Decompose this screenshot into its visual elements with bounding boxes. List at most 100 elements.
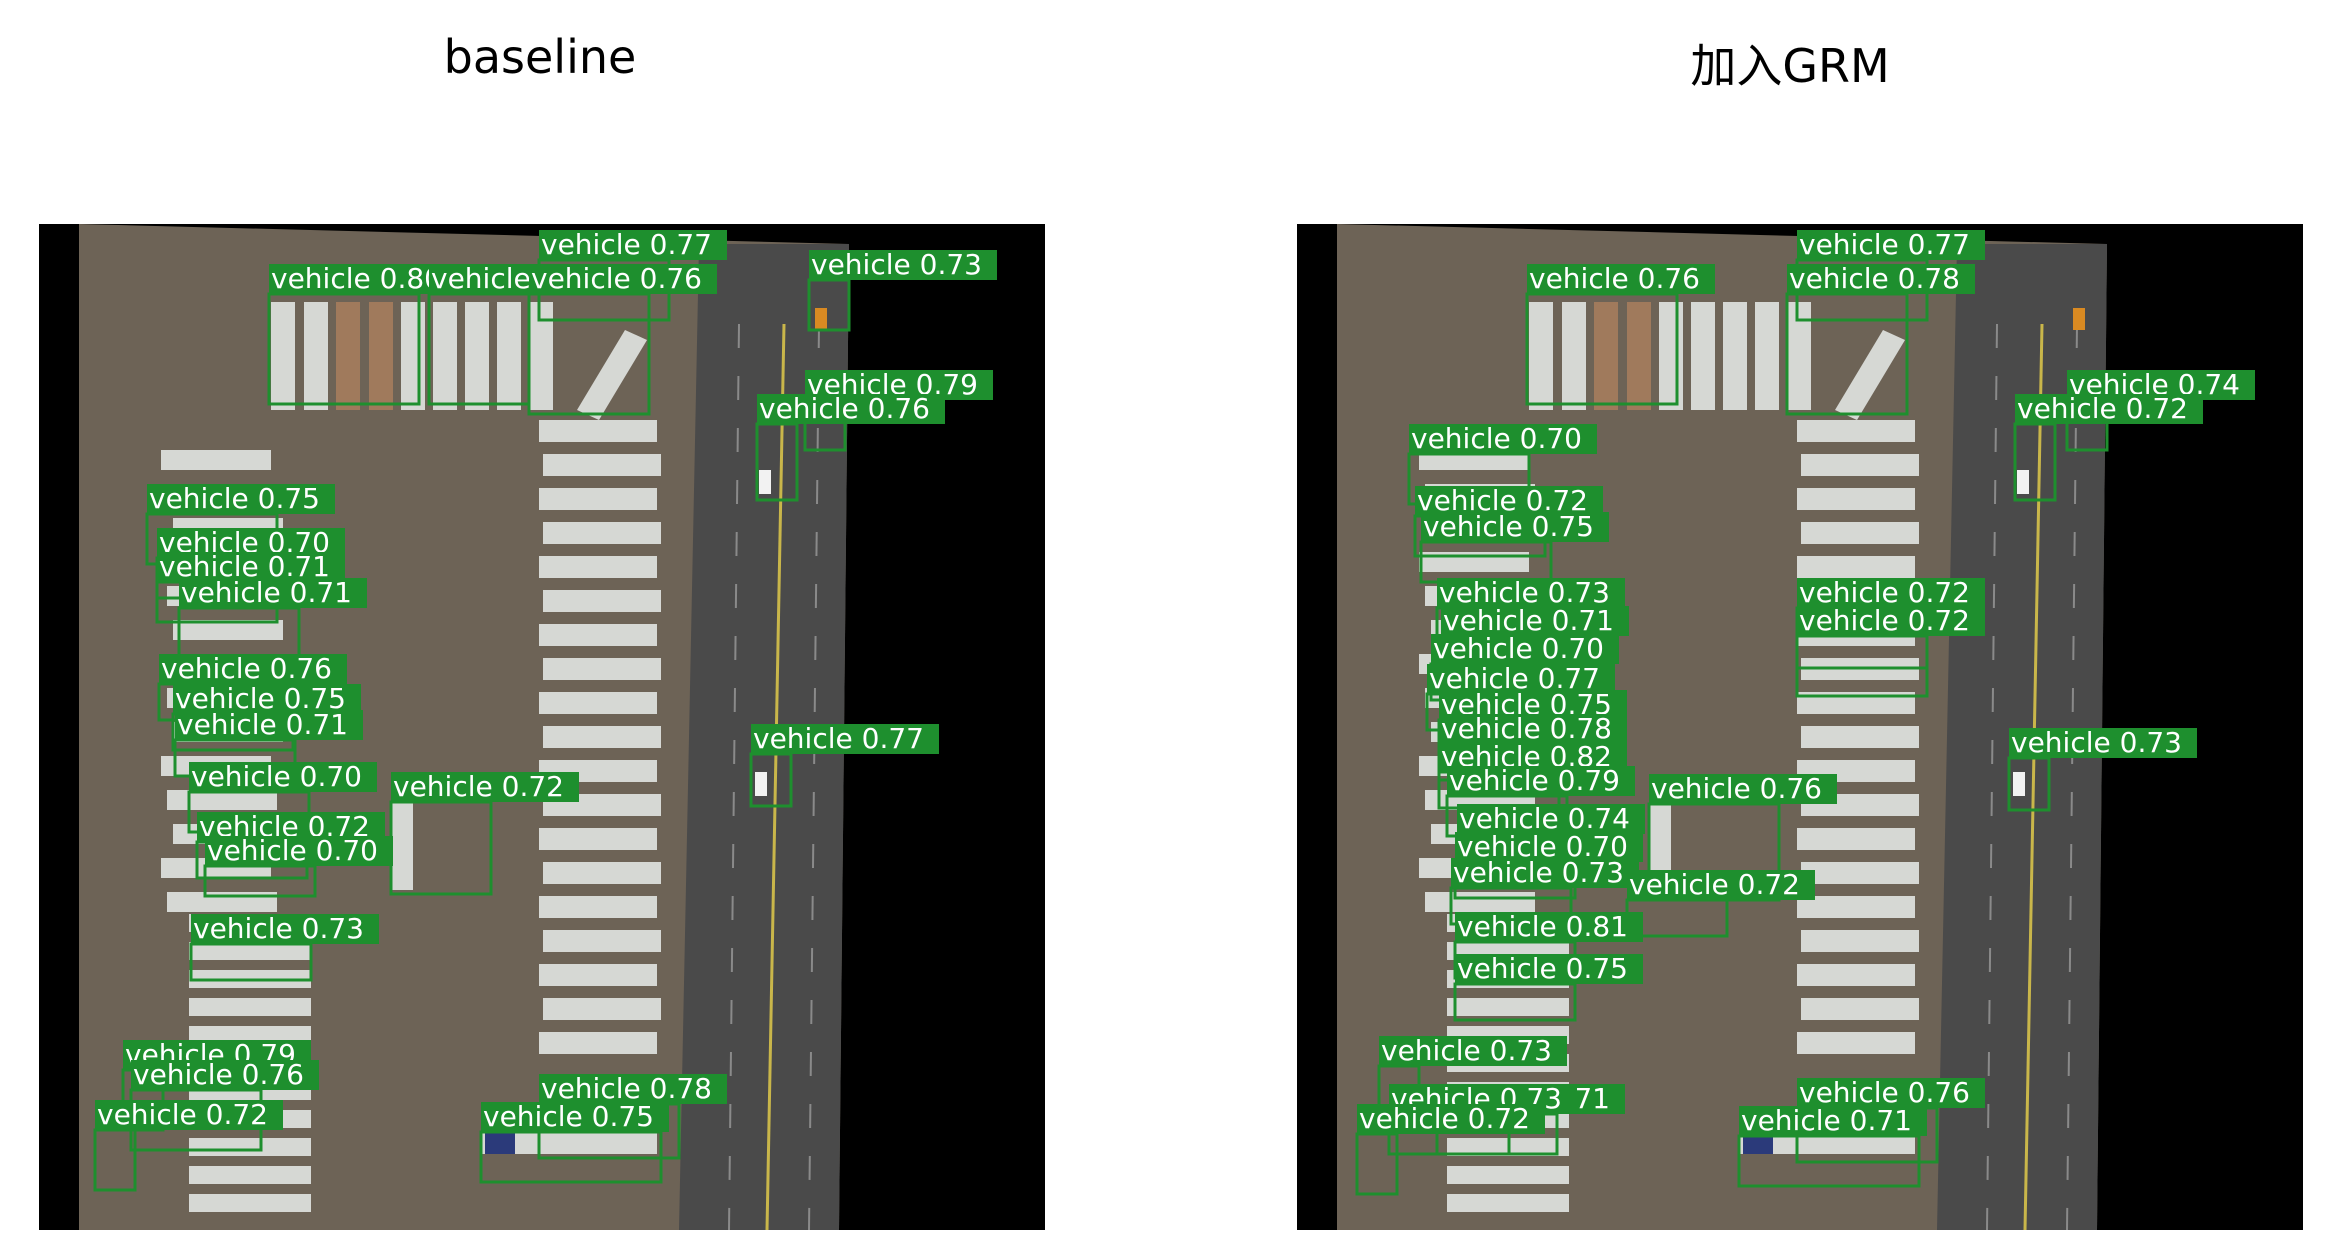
trailer: [497, 302, 521, 410]
trailer: [167, 790, 277, 810]
detection-label-bg: [1797, 230, 1985, 260]
trailer: [1649, 802, 1671, 890]
trailer: [1447, 1194, 1569, 1212]
detection-label: vehicle 0.72: [97, 1098, 268, 1131]
trailer: [1787, 302, 1811, 410]
detection-label-bg: [95, 1100, 283, 1130]
detection-label-bg: [1457, 804, 1645, 834]
detection-label: vehicle 0.76: [531, 262, 702, 295]
detection-label: vehicle 0.78: [1441, 712, 1612, 745]
trailer: [369, 302, 393, 410]
detection-label-bg: [189, 762, 377, 792]
trailer: [481, 1132, 657, 1154]
detection-label: vehicle 0.73: [1439, 576, 1610, 609]
detection-label: vehicle 0.70: [1433, 632, 1604, 665]
detection-label: vehicle 0.73: [1453, 856, 1624, 889]
detection-label: vehicle 0.71: [177, 708, 348, 741]
trailer: [1801, 862, 1919, 884]
baseline-detection-image: vehicle 0.77 vehicle 0.73 vehicle 0.80 vehi…: [39, 224, 1045, 1230]
trailer: [543, 726, 661, 748]
detection-label: vehicle 0.70: [1457, 830, 1628, 863]
detection-label: vehicle 0.76: [1799, 1076, 1970, 1109]
detection-label-bg: [1421, 512, 1609, 542]
trailer: [539, 556, 657, 578]
trailer: [543, 590, 661, 612]
detection-label: vehicle 0.71: [181, 576, 352, 609]
detection-label-bg: [1439, 714, 1627, 744]
detection-label-bg: [1409, 424, 1597, 454]
detection-label: vehicle 0.70: [1411, 422, 1582, 455]
detection-label-bg: [147, 484, 335, 514]
detection-label-bg: [1455, 912, 1643, 942]
detection-label-bg: [1527, 264, 1715, 294]
image-border: [1297, 224, 1337, 1230]
detection-label-bg: [1357, 1104, 1545, 1134]
detection-label: vehicle 0.72: [1629, 868, 1800, 901]
detection-label: vehicle 0.77: [1429, 662, 1600, 695]
car: [2073, 308, 2085, 330]
trailer: [1797, 488, 1915, 510]
trailer: [529, 302, 553, 410]
detection-label-bg: [269, 264, 457, 294]
detection-label-bg: [205, 836, 393, 866]
trailer: [401, 302, 425, 410]
detection-label-bg: [131, 1060, 319, 1090]
road-center-line: [2023, 323, 2044, 1230]
detection-label-bg: [1455, 832, 1643, 862]
trailer: [1529, 302, 1553, 410]
trailer: [189, 1026, 311, 1044]
trailer: [189, 998, 311, 1016]
trailer: [304, 302, 328, 410]
detection-label: vehicle 0.75: [149, 482, 320, 515]
trailer: [173, 620, 283, 640]
detection-label-bg: [1797, 578, 1985, 608]
baseline-detection-canvas: vehicle 0.77 vehicle 0.73 vehicle 0.80 vehi…: [39, 224, 997, 1230]
trailer: [391, 802, 413, 890]
detection-label: vehicle 0.81: [1457, 910, 1628, 943]
detection-label: vehicle 0.77: [1799, 228, 1970, 261]
detection-label: vehicle 0.78: [1789, 262, 1960, 295]
detection-label: vehicle 0.71: [1741, 1104, 1912, 1137]
trailer: [543, 998, 661, 1020]
trailer: [271, 302, 295, 410]
trailer: [1425, 892, 1535, 912]
detection-label: vehicle 0.75: [483, 1100, 654, 1133]
trailer: [189, 1138, 311, 1156]
detection-label-bg: [173, 684, 361, 714]
detection-label: vehicle 0.75: [1423, 510, 1594, 543]
trailer: [1801, 522, 1919, 544]
road-center-line: [765, 323, 786, 1230]
trailer: [543, 522, 661, 544]
detection-label-bg: [481, 1102, 669, 1132]
detection-label-bg: [529, 264, 717, 294]
trailer: [161, 450, 271, 470]
detection-label: vehicle 0.72: [1417, 484, 1588, 517]
detection-label: vehicle 0.76: [759, 392, 930, 425]
trailer: [539, 624, 657, 646]
detection-label-bg: [757, 394, 945, 424]
trailer: [1801, 998, 1919, 1020]
trailer: [1797, 420, 1915, 442]
detection-label: vehicle 0.72: [1799, 604, 1970, 637]
detection-label-bg: [179, 578, 367, 608]
trailer: [465, 302, 489, 410]
detection-label: vehicle 0.77: [541, 228, 712, 261]
car: [2013, 772, 2025, 796]
detection-label-bg: [1431, 634, 1619, 664]
baseline-title: baseline: [443, 30, 637, 84]
detection-label: vehicle 0.76: [161, 652, 332, 685]
trailer: [1797, 828, 1915, 850]
car: [815, 308, 827, 330]
trailer: [1801, 454, 1919, 476]
trailer: [336, 302, 360, 410]
trailer: [1594, 302, 1618, 410]
detection-label-bg: [1451, 858, 1639, 888]
trailer: [539, 964, 657, 986]
trailer: [433, 302, 457, 410]
trailer: [1723, 302, 1747, 410]
detection-label: vehicle 0.78: [541, 1072, 712, 1105]
detection-label: vehicle 0.80: [271, 262, 442, 295]
detection-label-bg: [1787, 264, 1975, 294]
trailer: [1755, 302, 1779, 410]
trailer: [543, 658, 661, 680]
